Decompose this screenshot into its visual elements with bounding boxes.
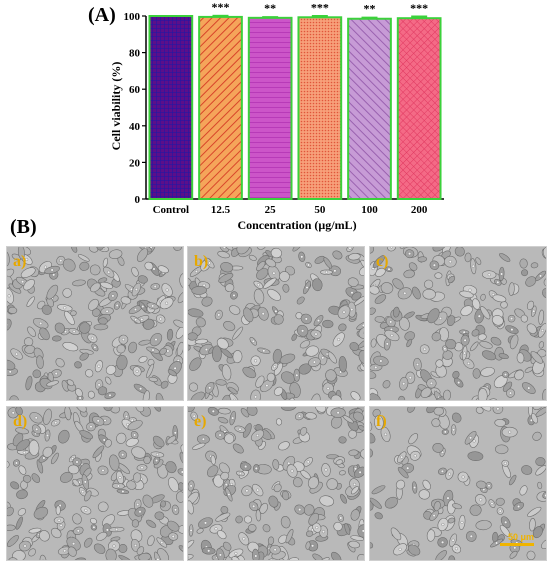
y-axis-label: Cell viability (%): [109, 62, 123, 151]
bar-200: [396, 17, 442, 200]
micrograph-5: e): [187, 406, 365, 561]
cell-viability-bar-chart: 0 20 40 60 80 100 Control 12.5 *** 25 ** 50 *** 100 *…: [109, 0, 444, 232]
x-tick-label: 25: [265, 204, 277, 216]
y-tick-label: 100: [124, 11, 141, 23]
micrograph-grid: a) b) c) d) e) f) 50 μm: [0, 242, 550, 566]
x-axis-label: Concentration (μg/mL): [237, 218, 356, 232]
panel-a-label: (A): [88, 4, 116, 26]
y-tick-label: 40: [129, 121, 141, 133]
significance-marker: ***: [311, 0, 329, 14]
y-tick-label: 60: [129, 84, 141, 96]
micrograph-4: d): [6, 406, 184, 561]
micrograph-label: e): [194, 413, 207, 430]
micrograph-1: a): [6, 246, 184, 401]
micrograph-3: c): [369, 246, 547, 401]
panel-b-label: (B): [10, 216, 37, 238]
bar-50: [297, 16, 343, 200]
bar-Control: [148, 15, 194, 200]
micrograph-label: c): [376, 253, 389, 270]
micrograph-label: f): [376, 413, 387, 430]
bar-12.5: [198, 15, 243, 201]
micrograph-label: a): [13, 253, 27, 270]
y-tick-label: 80: [129, 48, 141, 60]
cell-culture-image: [370, 247, 546, 400]
cell-culture-image: [7, 407, 183, 560]
y-tick-label: 0: [135, 194, 141, 206]
x-tick-label: 12.5: [211, 204, 231, 216]
x-tick-label: 50: [314, 204, 326, 216]
significance-marker: **: [364, 2, 376, 16]
cell-culture-image: [370, 407, 546, 560]
micrograph-2: b): [187, 246, 365, 401]
cell-culture-image: [188, 407, 364, 560]
micrograph-label: b): [194, 253, 209, 270]
x-tick-label: 100: [361, 204, 378, 216]
significance-marker: ***: [410, 1, 428, 15]
x-tick-label: 200: [411, 204, 428, 216]
bar-100: [347, 17, 392, 201]
scale-bar: [500, 543, 534, 546]
chart-bars: Control 12.5 *** 25 ** 50 *** 100 ** 200 ***: [148, 0, 442, 216]
micrograph-label: d): [13, 413, 28, 430]
significance-marker: ***: [212, 0, 230, 14]
y-tick-label: 20: [129, 157, 141, 169]
scale-bar-label: 50 μm: [507, 532, 534, 542]
cell-culture-image: [7, 247, 183, 400]
chart-axes: 0 20 40 60 80 100: [124, 11, 444, 206]
x-tick-label: Control: [153, 204, 189, 216]
significance-marker: **: [264, 1, 276, 15]
bar-25: [247, 16, 293, 200]
micrograph-6: f) 50 μm: [369, 406, 547, 561]
cell-culture-image: [188, 247, 364, 400]
